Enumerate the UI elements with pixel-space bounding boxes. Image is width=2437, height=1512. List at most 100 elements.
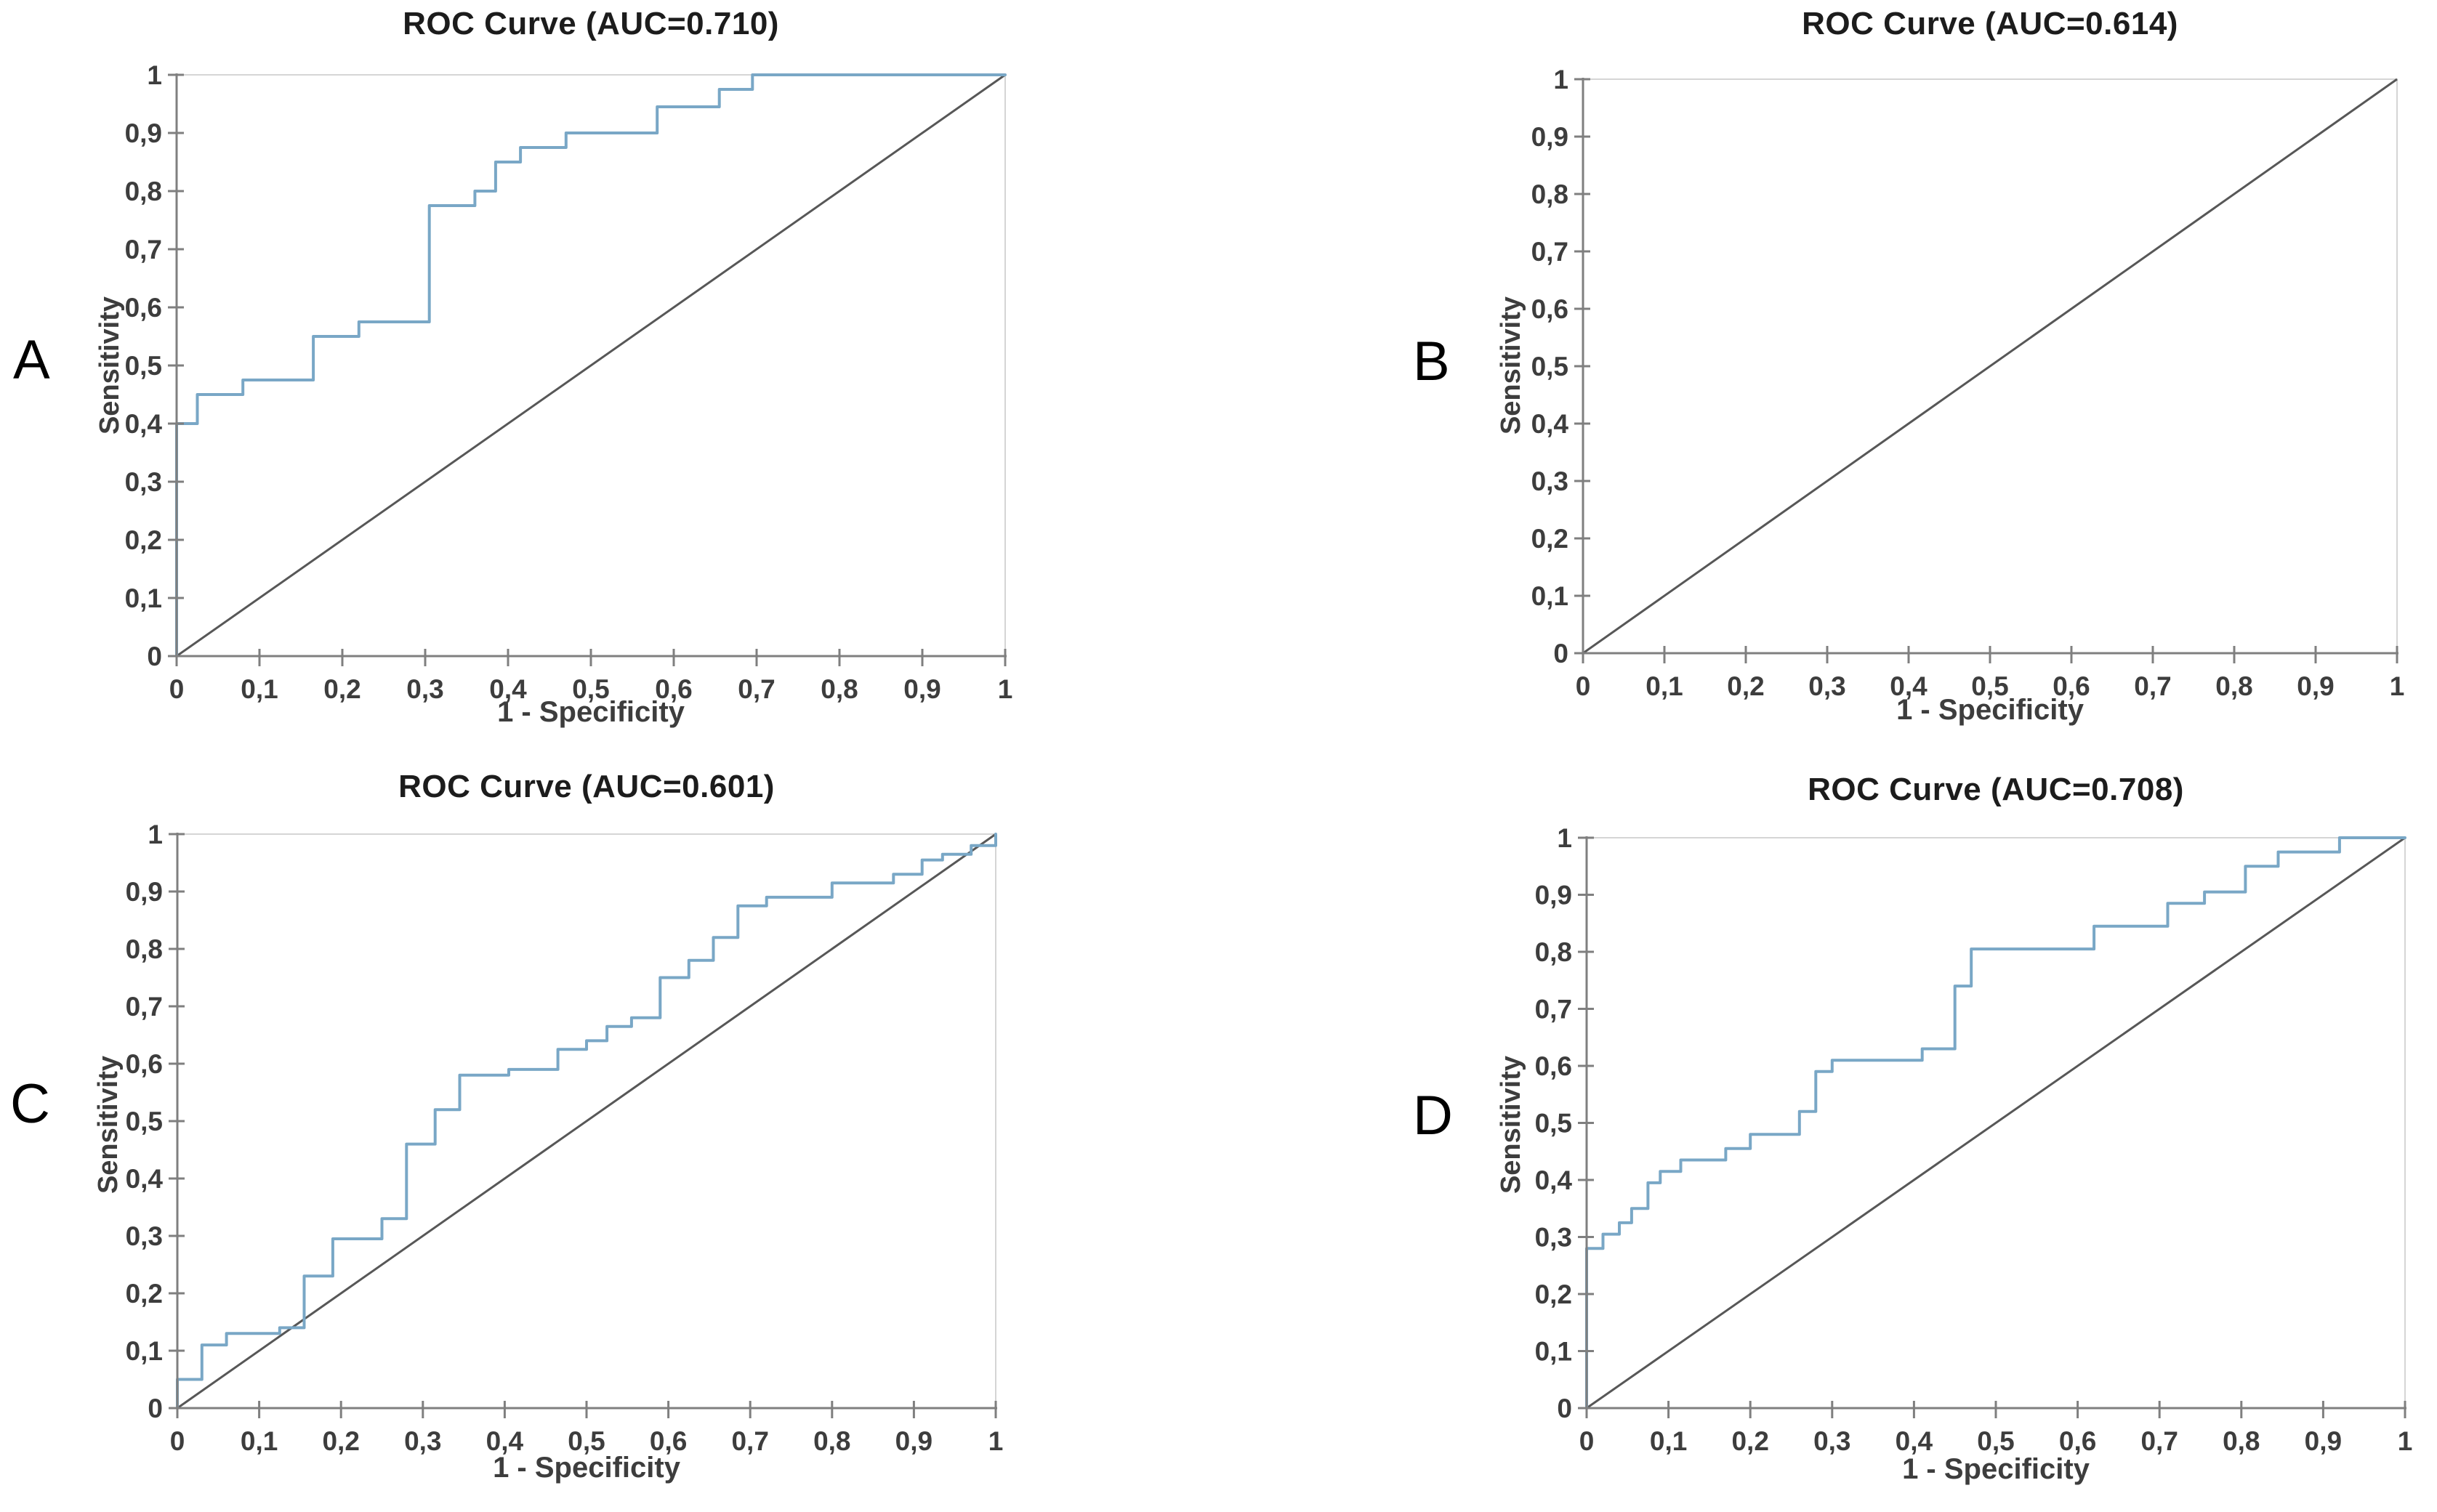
y-tick-label: 0,5	[1531, 352, 1568, 381]
x-tick-label: 0,7	[2140, 1426, 2178, 1456]
y-tick-label: 0,9	[125, 118, 162, 148]
y-tick-label: 0,1	[125, 583, 162, 613]
panel-letter-d: D	[1413, 1085, 1453, 1147]
roc-panel-A: 0 0,1 0,2 0,3 0,4 0,5 0,6 0,7 0,8 0,9 1 0 0,1 0,2 0,3 0…	[125, 60, 1013, 704]
y-tick-label: 0,4	[125, 409, 163, 439]
y-tick-label: 0	[1553, 639, 1568, 668]
x-axis-label-a: 1 - Specificity	[497, 696, 685, 728]
tick-labels: 0 0,1 0,2 0,3 0,4 0,5 0,6 0,7 0,8 0,9 1 0 0,1 0,2 0,3 0…	[1535, 823, 2413, 1456]
chance-diagonal	[177, 833, 996, 1410]
y-tick-label: 1	[1557, 823, 1572, 853]
x-tick-label: 1	[998, 674, 1013, 704]
x-tick-label: 0,6	[2059, 1426, 2096, 1456]
x-tick-label: 0,7	[2134, 671, 2171, 701]
y-tick-label: 0,6	[126, 1049, 163, 1079]
y-tick-label: 0,1	[1531, 581, 1568, 611]
x-tick-label: 0,6	[655, 674, 692, 704]
y-tick-label: 0,7	[125, 235, 162, 264]
y-tick-label: 0,5	[125, 351, 162, 381]
chart-title-c: ROC Curve (AUC=0.601)	[398, 769, 775, 804]
tick-labels: 0 0,1 0,2 0,3 0,4 0,5 0,6 0,7 0,8 0,9 1 0 0,1 0,2 0,3 0…	[125, 60, 1013, 704]
x-tick-label: 0,5	[568, 1426, 605, 1456]
x-tick-label: 0,6	[650, 1426, 687, 1456]
x-tick-label: 0,7	[738, 674, 775, 704]
y-tick-label: 0,7	[1535, 995, 1572, 1024]
x-tick-label: 0,3	[406, 674, 443, 704]
y-tick-label: 0,6	[125, 293, 162, 323]
y-tick-label: 0,2	[126, 1279, 163, 1309]
y-tick-label: 0,5	[126, 1107, 163, 1136]
y-tick-label: 0,6	[1531, 294, 1568, 324]
x-tick-label: 0	[1576, 671, 1591, 701]
x-tick-label: 0,1	[1646, 671, 1683, 701]
x-tick-label: 0	[169, 674, 185, 704]
chance-diagonal	[1586, 836, 2406, 1410]
y-tick-label: 0,8	[125, 177, 162, 206]
y-tick-label: 0,2	[125, 525, 162, 555]
x-tick-label: 0,5	[1971, 671, 2008, 701]
x-axis-label-c: 1 - Specificity	[493, 1452, 680, 1484]
y-axis-label-b: Sensitivity	[1496, 296, 1526, 435]
tick-labels: 0 0,1 0,2 0,3 0,4 0,5 0,6 0,7 0,8 0,9 1 0 0,1 0,2 0,3 0…	[126, 820, 1004, 1456]
x-tick-label: 0,8	[2215, 671, 2252, 701]
y-tick-label: 0,1	[1535, 1337, 1572, 1367]
x-tick-label: 0,5	[1977, 1426, 2014, 1456]
y-axis-label-c: Sensitivity	[93, 1055, 124, 1194]
y-tick-label: 0,9	[1535, 881, 1572, 910]
x-tick-label: 0	[170, 1426, 185, 1456]
y-tick-label: 0,9	[1531, 122, 1568, 152]
x-tick-label: 0,4	[489, 674, 527, 704]
x-tick-label: 0,9	[903, 674, 940, 704]
x-tick-label: 0,6	[2053, 671, 2090, 701]
y-tick-label: 0,8	[126, 934, 163, 964]
axes	[1578, 836, 2406, 1418]
y-tick-label: 0,3	[126, 1221, 163, 1251]
panel-letter-b: B	[1413, 331, 1450, 392]
x-tick-label: 0,3	[404, 1426, 441, 1456]
x-tick-label: 0,3	[1808, 671, 1845, 701]
x-tick-label: 0,5	[572, 674, 609, 704]
y-tick-label: 0,3	[1531, 466, 1568, 496]
chart-title-a: ROC Curve (AUC=0.710)	[403, 6, 779, 41]
panel-letter-c: C	[10, 1073, 50, 1135]
y-tick-label: 0,4	[1535, 1165, 1573, 1195]
y-tick-label: 0,4	[126, 1164, 164, 1194]
x-tick-label: 0,2	[323, 674, 360, 704]
chart-title-b: ROC Curve (AUC=0.614)	[1802, 6, 2178, 41]
axes	[1574, 78, 2398, 663]
roc-panel-B: 0 0,1 0,2 0,3 0,4 0,5 0,6 0,7 0,8 0,9 1 0 0,1 0,2 0,3 0…	[1531, 65, 2405, 701]
x-tick-label: 0,2	[1727, 671, 1764, 701]
y-tick-label: 0,8	[1531, 179, 1568, 209]
x-tick-label: 0,2	[1731, 1426, 1768, 1456]
y-tick-label: 0,7	[126, 992, 163, 1022]
y-tick-label: 1	[148, 820, 163, 849]
roc-curve	[175, 73, 1007, 658]
panel-letter-a: A	[13, 329, 50, 391]
y-tick-label: 0,9	[126, 877, 163, 907]
y-tick-label: 0,7	[1531, 237, 1568, 267]
y-tick-label: 1	[147, 60, 162, 90]
x-tick-label: 1	[988, 1426, 1004, 1456]
x-tick-label: 0,1	[1650, 1426, 1687, 1456]
axes	[169, 833, 997, 1418]
y-tick-label: 0,3	[1535, 1223, 1572, 1253]
y-tick-label: 0,2	[1531, 524, 1568, 554]
y-axis-label-d: Sensitivity	[1496, 1055, 1526, 1194]
x-tick-label: 0,1	[241, 1426, 278, 1456]
x-tick-label: 1	[2398, 1426, 2413, 1456]
x-tick-label: 0,1	[241, 674, 278, 704]
y-tick-label: 0	[148, 1394, 163, 1423]
y-tick-label: 1	[1553, 65, 1568, 94]
x-tick-label: 0,8	[821, 674, 858, 704]
x-tick-label: 0,8	[813, 1426, 850, 1456]
x-tick-label: 0,4	[486, 1426, 524, 1456]
y-tick-label: 0,4	[1531, 409, 1569, 439]
x-tick-label: 0,9	[895, 1426, 932, 1456]
x-tick-label: 0,9	[2297, 671, 2334, 701]
x-tick-label: 1	[2390, 671, 2405, 701]
y-tick-label: 0,8	[1535, 937, 1572, 967]
tick-labels: 0 0,1 0,2 0,3 0,4 0,5 0,6 0,7 0,8 0,9 1 0 0,1 0,2 0,3 0…	[1531, 65, 2405, 701]
chart-title-d: ROC Curve (AUC=0.708)	[1808, 772, 2184, 807]
x-tick-label: 0,4	[1890, 671, 1928, 701]
